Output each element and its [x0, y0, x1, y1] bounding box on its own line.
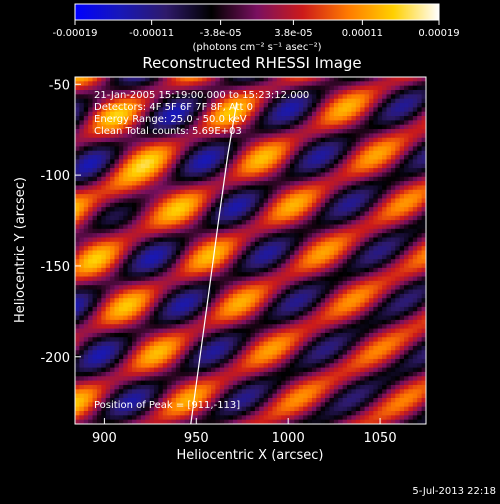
colorbar-tick-label: 0.00019 [418, 28, 459, 39]
y-axis-title: Heliocentric Y (arcsec) [13, 177, 28, 323]
colorbar-tick-label: -0.00019 [53, 28, 98, 39]
x-tick-label: 950 [184, 431, 209, 446]
y-tick-label: -150 [40, 260, 70, 275]
x-tick-label: 1000 [272, 431, 305, 446]
annotation-time-range: 21-Jan-2005 15:19:00.000 to 15:23:12.000 [94, 90, 309, 101]
y-tick-label: -50 [49, 78, 70, 93]
footer-date: 5-Jul-2013 22:18 [412, 486, 496, 497]
colorbar [75, 4, 439, 20]
annotation-total-counts: Clean Total counts: 5.69E+03 [94, 126, 242, 137]
x-axis-title: Heliocentric X (arcsec) [177, 448, 324, 463]
x-tick-label: 900 [92, 431, 117, 446]
annotation-peak-position: Position of Peak = [911,-113] [94, 400, 240, 411]
colorbar-ticks: -0.00019 -0.00011 -3.8e-05 3.8e-05 0.00011 0.… [53, 20, 460, 39]
colorbar-tick-label: 0.00011 [342, 28, 383, 39]
colorbar-tick-label: -0.00011 [129, 28, 174, 39]
annotation-detectors: Detectors: 4F 5F 6F 7F 8F, Att 0 [94, 102, 253, 113]
x-tick-label: 1050 [364, 431, 397, 446]
colorbar-tick-label: 3.8e-05 [274, 28, 312, 39]
annotation-energy-range: Energy Range: 25.0 - 50.0 keV [94, 114, 247, 125]
colorbar-unit-label: (photons cm⁻² s⁻¹ asec⁻²) [192, 42, 321, 53]
colorbar-tick-label: -3.8e-05 [200, 28, 242, 39]
chart-title: Reconstructed RHESSI Image [142, 54, 361, 72]
y-tick-label: -200 [40, 351, 70, 366]
y-tick-label: -100 [40, 169, 70, 184]
